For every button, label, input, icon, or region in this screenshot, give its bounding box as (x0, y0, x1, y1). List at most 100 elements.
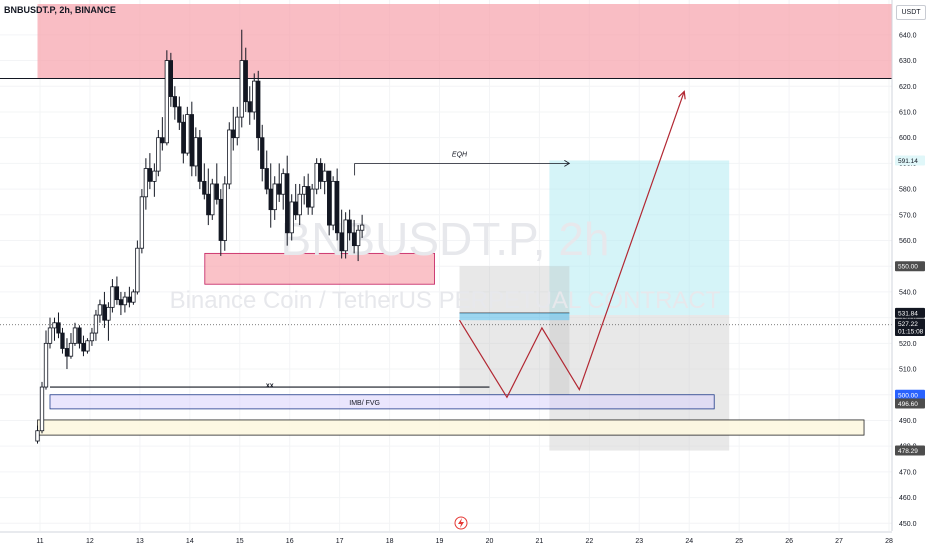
candle (268, 163, 273, 228)
candle-body (152, 170, 157, 182)
x-tick-label: 24 (685, 538, 693, 545)
candle (85, 338, 90, 354)
candle-body (147, 168, 153, 182)
candle (322, 163, 327, 195)
candle-body (306, 186, 311, 208)
candle-body (268, 188, 273, 211)
projection-path (458, 91, 685, 399)
candle (106, 302, 111, 341)
candle (306, 173, 311, 215)
candle (72, 322, 78, 346)
candle (52, 317, 57, 341)
candle (359, 214, 365, 238)
zone-target (549, 160, 730, 316)
y-tick-label: 450.0 (899, 521, 917, 528)
candle (260, 124, 265, 182)
price-badge-label: 527.22 (898, 321, 918, 328)
candle-body (264, 168, 269, 190)
candle (135, 240, 140, 295)
candle (197, 129, 202, 190)
candle-body (110, 286, 115, 308)
price-badge-label: 496.60 (898, 401, 918, 408)
candle (310, 183, 315, 215)
y-tick-label: 520.0 (899, 341, 917, 348)
annotation-label: EQH (452, 152, 468, 159)
candle (164, 50, 170, 146)
candle (39, 381, 45, 434)
candle (118, 291, 124, 316)
candle-body (339, 232, 344, 252)
price-badge-label: 591.14 (898, 158, 918, 165)
x-tick-label: 16 (286, 538, 294, 545)
x-tick-label: 17 (336, 538, 344, 545)
watermark: BNBUSDT.P, 2h Binance Coin / TetherUS PE… (170, 213, 721, 314)
candle-body (222, 183, 227, 241)
candle (168, 52, 173, 107)
candle-body (177, 106, 182, 123)
candles[interactable] (35, 29, 365, 444)
candle (334, 168, 340, 241)
price-badge-bg (895, 261, 925, 272)
watermark-description: Binance Coin / TetherUS PERPETUAL CONTRA… (170, 287, 721, 314)
y-tick-label: 640.0 (899, 32, 917, 39)
candle-body (122, 296, 128, 306)
candle-body (322, 170, 327, 182)
candle-body (135, 247, 140, 293)
candle-body (47, 327, 53, 344)
price-badge: 531.84 (895, 307, 925, 318)
candle (264, 150, 269, 195)
candle-body (210, 183, 215, 216)
price-badge-bg (895, 445, 925, 456)
x-tick-label: 11 (36, 538, 43, 545)
y-tick-label: 580.0 (899, 187, 917, 194)
annotations[interactable]: EQH xx IMB/ FVG (266, 152, 468, 407)
candle-body (343, 219, 348, 252)
zones[interactable] (0, 4, 899, 451)
price-badge-label: 478.29 (898, 448, 918, 455)
currency-badge[interactable]: USDT (896, 5, 926, 20)
candle-body (93, 314, 99, 334)
candle-body (202, 180, 207, 195)
candle (281, 168, 286, 210)
candle-body (43, 342, 49, 388)
price-badge-label: 550.00 (898, 264, 918, 271)
candle (327, 170, 332, 236)
x-tick-label: 23 (635, 538, 643, 545)
candle-body (181, 121, 186, 154)
zone-order-block (204, 252, 435, 285)
candle (206, 168, 211, 226)
candle (97, 299, 103, 323)
candle (210, 178, 215, 220)
candle-body (318, 162, 323, 182)
candle (122, 291, 128, 313)
x-tick-label: 14 (186, 538, 194, 545)
lightning-icon[interactable] (454, 516, 468, 530)
candle-body (331, 180, 336, 226)
candle (314, 158, 319, 195)
candle (272, 176, 277, 220)
candle (102, 291, 107, 328)
price-badge-label: 500.00 (898, 392, 918, 399)
candle-body (359, 224, 365, 231)
y-tick-label: 560.0 (899, 238, 917, 245)
price-badge-label: 531.84 (898, 310, 918, 317)
candle-body (310, 188, 315, 208)
candle (189, 101, 194, 177)
candle-body (89, 332, 95, 342)
candle (289, 194, 294, 241)
annotation-label: xx (266, 382, 274, 389)
candle-body (247, 101, 252, 113)
candle-body (106, 306, 111, 321)
drawings[interactable] (49, 90, 686, 399)
candle-body (327, 170, 332, 226)
candle (285, 155, 290, 246)
candle-body (164, 60, 170, 144)
candle (318, 158, 323, 190)
y-tick-label: 630.0 (899, 58, 917, 65)
candle (252, 73, 257, 120)
x-tick-label: 21 (536, 538, 544, 545)
price-badge: 500.00 (895, 389, 925, 400)
